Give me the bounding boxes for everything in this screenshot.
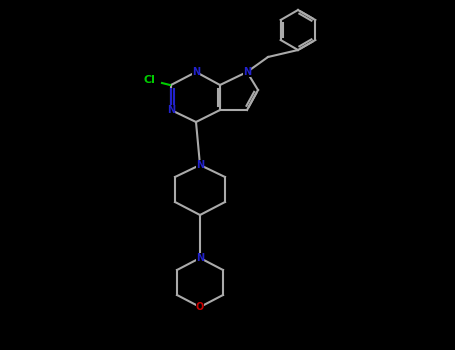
Text: N: N <box>196 160 204 170</box>
Text: O: O <box>196 302 204 312</box>
Text: N: N <box>192 67 200 77</box>
Text: N: N <box>167 105 175 115</box>
Text: N: N <box>243 67 251 77</box>
Text: Cl: Cl <box>143 75 155 85</box>
Text: N: N <box>196 253 204 263</box>
